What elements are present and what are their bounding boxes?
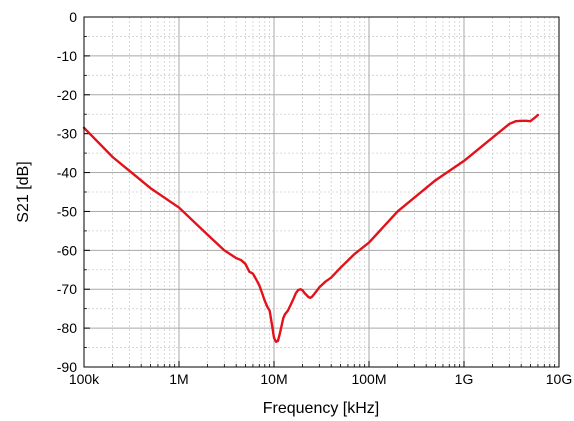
y-tick-label: -20	[57, 87, 77, 103]
y-tick-label: -60	[57, 242, 77, 258]
y-tick-label: -30	[57, 126, 77, 142]
x-tick-label: 1G	[455, 371, 474, 387]
y-axis-label: S21 [dB]	[15, 161, 32, 222]
x-tick-label: 10M	[260, 371, 287, 387]
grid	[83, 16, 560, 368]
series-line-0	[82, 113, 540, 343]
y-tick-label: -80	[57, 320, 77, 336]
x-tick-label: 10G	[546, 371, 572, 387]
x-tick-label: 1M	[169, 371, 188, 387]
series-group	[82, 113, 540, 343]
y-tick-label: -70	[57, 281, 77, 297]
y-tick-label: -50	[57, 203, 77, 219]
tick-labels: 100k 1M 10M 100M 1G 10G 0 -10 -20 -30 -40 -50 -60 -70…	[57, 9, 572, 387]
y-tick-label: -40	[57, 165, 77, 181]
x-tick-label: 100k	[69, 371, 100, 387]
x-axis-label: Frequency [kHz]	[263, 400, 379, 417]
y-tick-label: 0	[69, 9, 77, 25]
y-tick-label: -90	[57, 359, 77, 375]
y-tick-label: -10	[57, 48, 77, 64]
plot-frame	[83, 16, 560, 368]
x-tick-label: 100M	[351, 371, 386, 387]
